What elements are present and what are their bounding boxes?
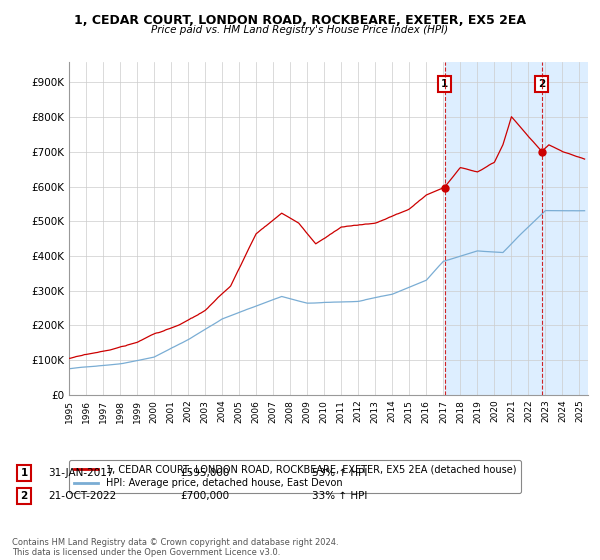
Text: 2: 2 — [538, 79, 545, 89]
Text: £700,000: £700,000 — [180, 491, 229, 501]
Bar — [445, 62, 588, 395]
Text: 53% ↑ HPI: 53% ↑ HPI — [312, 468, 367, 478]
Text: Price paid vs. HM Land Registry's House Price Index (HPI): Price paid vs. HM Land Registry's House … — [151, 25, 449, 35]
Text: 1, CEDAR COURT, LONDON ROAD, ROCKBEARE, EXETER, EX5 2EA: 1, CEDAR COURT, LONDON ROAD, ROCKBEARE, … — [74, 14, 526, 27]
Text: 2: 2 — [20, 491, 28, 501]
Text: 21-OCT-2022: 21-OCT-2022 — [48, 491, 116, 501]
Text: Contains HM Land Registry data © Crown copyright and database right 2024.
This d: Contains HM Land Registry data © Crown c… — [12, 538, 338, 557]
Text: 1: 1 — [20, 468, 28, 478]
Text: 31-JAN-2017: 31-JAN-2017 — [48, 468, 113, 478]
Text: 1: 1 — [441, 79, 448, 89]
Text: 33% ↑ HPI: 33% ↑ HPI — [312, 491, 367, 501]
Legend: 1, CEDAR COURT, LONDON ROAD, ROCKBEARE, EXETER, EX5 2EA (detached house), HPI: A: 1, CEDAR COURT, LONDON ROAD, ROCKBEARE, … — [68, 460, 521, 493]
Text: £595,000: £595,000 — [180, 468, 229, 478]
